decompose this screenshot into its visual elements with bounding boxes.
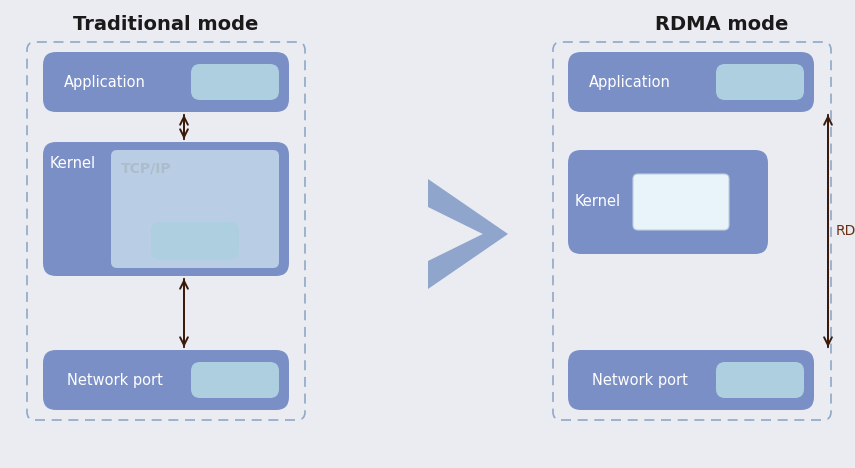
Text: TCP/IP: TCP/IP bbox=[656, 195, 706, 209]
FancyBboxPatch shape bbox=[151, 222, 239, 260]
FancyBboxPatch shape bbox=[43, 52, 289, 112]
FancyBboxPatch shape bbox=[716, 64, 804, 100]
Text: Data: Data bbox=[218, 75, 251, 89]
Text: Application: Application bbox=[64, 74, 146, 89]
Text: Data: Data bbox=[218, 373, 251, 387]
Text: Data: Data bbox=[178, 234, 212, 248]
FancyBboxPatch shape bbox=[43, 350, 289, 410]
FancyBboxPatch shape bbox=[633, 174, 729, 230]
FancyBboxPatch shape bbox=[716, 362, 804, 398]
Text: RDMA mode: RDMA mode bbox=[655, 15, 788, 35]
FancyBboxPatch shape bbox=[191, 362, 279, 398]
FancyBboxPatch shape bbox=[568, 350, 814, 410]
Polygon shape bbox=[428, 179, 508, 289]
FancyBboxPatch shape bbox=[568, 52, 814, 112]
FancyBboxPatch shape bbox=[43, 142, 289, 276]
FancyBboxPatch shape bbox=[111, 150, 279, 268]
Text: Application: Application bbox=[589, 74, 671, 89]
Text: Network port: Network port bbox=[592, 373, 688, 388]
Text: Network port: Network port bbox=[67, 373, 163, 388]
Text: Data: Data bbox=[743, 373, 776, 387]
Text: Data: Data bbox=[743, 75, 776, 89]
FancyBboxPatch shape bbox=[568, 150, 768, 254]
FancyBboxPatch shape bbox=[191, 64, 279, 100]
Text: TCP/IP: TCP/IP bbox=[121, 161, 172, 175]
Text: Traditional mode: Traditional mode bbox=[74, 15, 259, 35]
Text: Kernel: Kernel bbox=[50, 156, 96, 171]
Text: RDMA: RDMA bbox=[836, 224, 855, 238]
Text: Kernel: Kernel bbox=[575, 195, 621, 210]
